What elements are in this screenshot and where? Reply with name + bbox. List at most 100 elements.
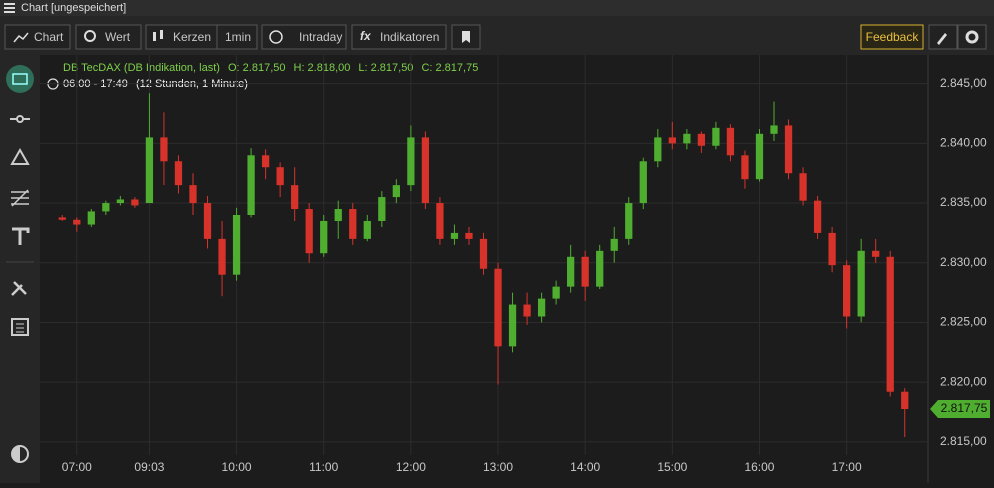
- candle-body: [813, 200, 822, 233]
- candle-body: [523, 304, 531, 317]
- sidebar-tool[interactable]: [12, 227, 30, 245]
- candle-body: [102, 203, 110, 212]
- candle-body: [436, 203, 444, 239]
- candle-body: [450, 232, 459, 239]
- candle-body: [218, 238, 226, 275]
- candle-body: [58, 217, 66, 220]
- candle-body: [131, 199, 139, 206]
- candle-body: [901, 391, 909, 410]
- value-button[interactable]: Wert: [75, 24, 142, 50]
- candle-body: [828, 232, 836, 266]
- sidebar-tool[interactable]: [11, 189, 29, 207]
- sidebar-tool[interactable]: [10, 147, 30, 165]
- candle-body: [349, 209, 357, 239]
- interval-button[interactable]: 1min: [216, 24, 258, 50]
- candle-body: [407, 137, 415, 186]
- sidebar-tool[interactable]: [10, 115, 30, 123]
- candle-body: [320, 220, 328, 254]
- y-tick-label: 2.815,00: [940, 434, 987, 448]
- candle-body: [857, 250, 865, 317]
- y-tick-label: 2.830,00: [940, 255, 987, 269]
- x-tick-label: 14:00: [570, 460, 600, 474]
- button-label: Indikatoren: [380, 30, 439, 44]
- contrast-toggle[interactable]: [11, 445, 29, 463]
- candle-body: [508, 304, 517, 347]
- candle-body: [378, 197, 386, 221]
- candle-body: [145, 137, 154, 204]
- candle-body: [552, 286, 560, 299]
- candle-body: [596, 250, 604, 287]
- candle-body: [174, 161, 183, 186]
- indicators-button[interactable]: fx Indikatoren: [351, 24, 447, 50]
- feedback-button[interactable]: Feedback: [860, 24, 924, 50]
- candle-body: [232, 215, 241, 275]
- candle-body: [770, 125, 778, 134]
- candle-body: [639, 161, 647, 204]
- candle-body: [610, 238, 618, 251]
- legend-ohlc-item: O: 2.817,50: [228, 62, 286, 74]
- candle-body: [872, 250, 880, 257]
- legend-ohlc-item: H: 2.818,00: [294, 62, 351, 74]
- candle-body: [189, 185, 197, 204]
- candle-body: [276, 167, 284, 186]
- x-tick-label: 11:00: [309, 460, 338, 474]
- y-tick-label: 2.840,00: [940, 136, 987, 150]
- candle-body: [247, 155, 255, 215]
- y-tick-label: 2.820,00: [940, 374, 987, 388]
- candle-body: [334, 209, 342, 221]
- button-label: 1min: [225, 30, 251, 44]
- candle-body: [712, 127, 720, 146]
- button-label: Chart: [34, 30, 64, 44]
- bookmark-button[interactable]: [451, 24, 481, 50]
- sidebar: [0, 55, 40, 483]
- legend-ohlc-item: C: 2.817,75: [421, 62, 478, 74]
- candle-body: [305, 209, 313, 254]
- candle-body: [160, 137, 168, 162]
- sidebar-tool[interactable]: [11, 318, 29, 336]
- y-tick-label: 2.835,00: [940, 195, 987, 209]
- legend-ohlc-item: L: 2.817,50: [358, 62, 413, 74]
- legend-ohlc: O: 2.817,50 H: 2.818,00 L: 2.817,50 C: 2.81…: [228, 62, 478, 74]
- button-label: Kerzen: [173, 30, 211, 44]
- range-button[interactable]: Intraday: [261, 24, 347, 50]
- button-label: Wert: [105, 30, 131, 44]
- candle-body: [537, 298, 546, 317]
- candle-body: [567, 256, 575, 287]
- candle-body: [697, 133, 706, 146]
- candle-body: [392, 185, 400, 198]
- candles-button[interactable]: Kerzen: [145, 24, 218, 50]
- candle-body: [668, 137, 676, 144]
- candle-body: [799, 173, 807, 201]
- candle-body: [494, 268, 502, 347]
- candle-body: [741, 155, 749, 180]
- candle-body: [625, 203, 633, 239]
- draw-button[interactable]: [928, 24, 958, 50]
- last-price-label: 2.817,75: [941, 401, 988, 415]
- sidebar-tool[interactable]: [6, 65, 34, 93]
- candle-body: [843, 265, 851, 317]
- x-tick-label: 13:00: [483, 460, 513, 474]
- sidebar-tool[interactable]: [11, 281, 27, 296]
- candle-body: [465, 232, 473, 239]
- chart-type-button[interactable]: Chart: [4, 24, 71, 50]
- candle-body: [581, 256, 589, 287]
- candle-body: [784, 125, 793, 174]
- candle-body: [421, 137, 430, 204]
- settings-button[interactable]: [957, 24, 987, 50]
- x-tick-label: 12:00: [396, 460, 426, 474]
- candle-body: [363, 220, 371, 239]
- candle-body: [726, 127, 735, 156]
- candle-body: [116, 199, 124, 204]
- x-tick-label: 07:00: [62, 460, 92, 474]
- window-title: Chart [ungespeichert]: [21, 2, 126, 14]
- x-tick-label: 16:00: [744, 460, 774, 474]
- x-tick-label: 09:03: [134, 460, 164, 474]
- candle-body: [479, 238, 488, 269]
- y-tick-label: 2.845,00: [940, 76, 987, 90]
- last-price-marker: [930, 400, 990, 419]
- x-tick-label: 17:00: [832, 460, 862, 474]
- candle-body: [755, 133, 764, 180]
- candle-body: [654, 137, 662, 162]
